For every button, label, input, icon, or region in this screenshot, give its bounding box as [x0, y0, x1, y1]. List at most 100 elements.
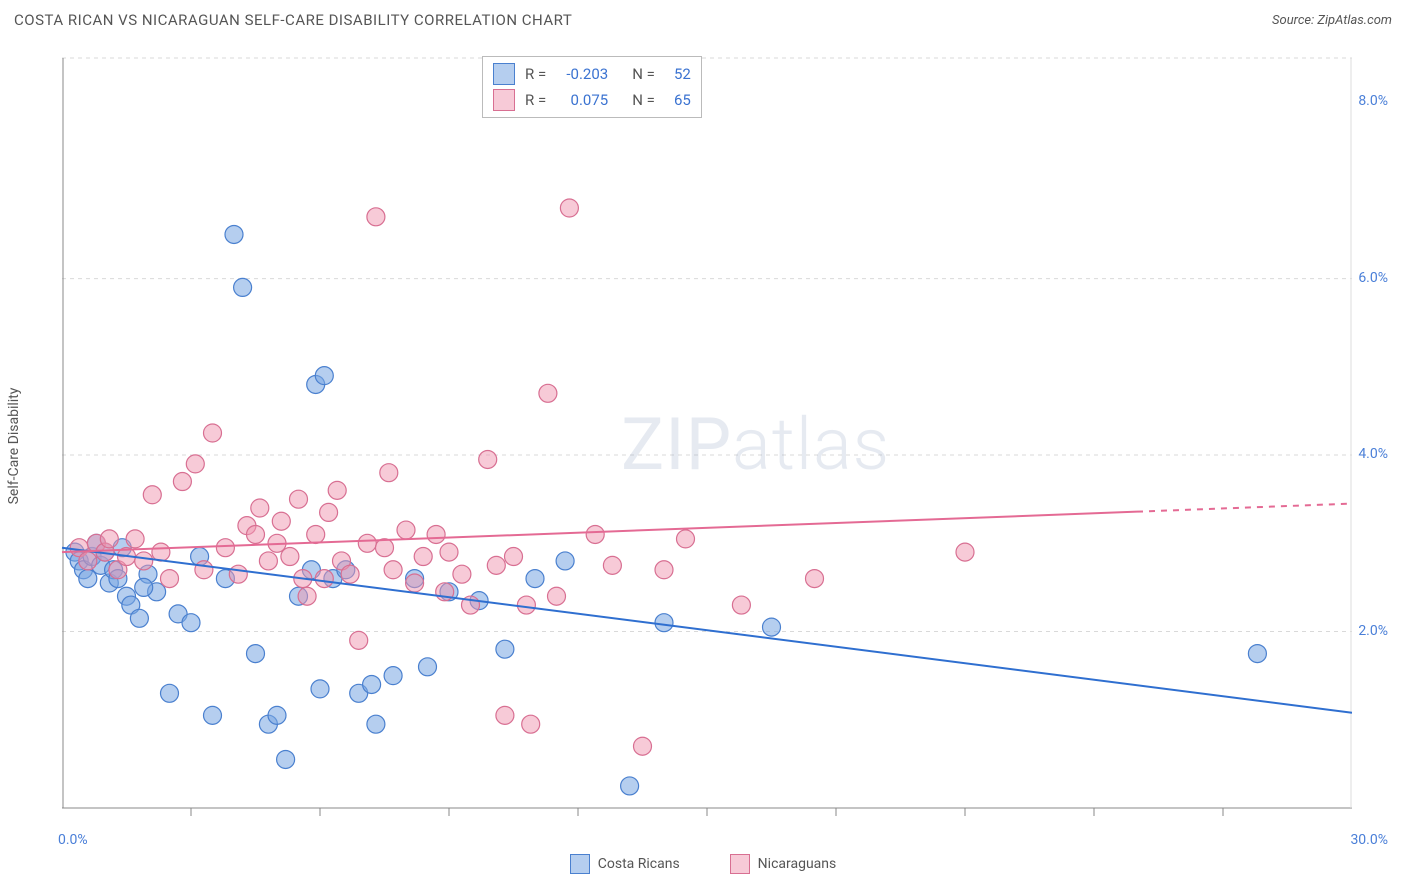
- trend-line-dashed: [1137, 504, 1352, 512]
- trend-line: [62, 512, 1137, 552]
- scatter-point: [272, 512, 290, 530]
- scatter-point: [363, 675, 381, 693]
- source-label: Source: ZipAtlas.com: [1272, 13, 1392, 28]
- plot-area: ZIPatlas R =-0.203N =52R =0.075N =65: [52, 48, 1352, 818]
- scatter-point: [135, 552, 153, 570]
- scatter-point: [186, 455, 204, 473]
- scatter-point: [268, 706, 286, 724]
- scatter-point: [195, 561, 213, 579]
- scatter-svg: [52, 48, 1352, 818]
- scatter-point: [216, 539, 234, 557]
- scatter-point: [380, 464, 398, 482]
- x-tick-label: 0.0%: [58, 832, 88, 848]
- legend-swatch: [570, 854, 590, 874]
- stat-r-label: R =: [525, 65, 546, 83]
- scatter-point: [367, 715, 385, 733]
- y-axis-label: Self-Care Disability: [6, 388, 22, 505]
- scatter-point: [603, 556, 621, 574]
- scatter-point: [496, 640, 514, 658]
- scatter-point: [453, 565, 471, 583]
- scatter-point: [251, 499, 269, 517]
- scatter-point: [376, 539, 394, 557]
- stat-swatch: [493, 63, 515, 85]
- scatter-point: [341, 565, 359, 583]
- trend-line: [62, 548, 1352, 713]
- scatter-point: [247, 525, 265, 543]
- scatter-point: [204, 706, 222, 724]
- scatter-point: [414, 548, 432, 566]
- scatter-point: [229, 565, 247, 583]
- scatter-point: [517, 596, 535, 614]
- scatter-point: [763, 618, 781, 636]
- scatter-point: [621, 777, 639, 795]
- stat-r-value: -0.203: [556, 65, 608, 83]
- scatter-point: [367, 208, 385, 226]
- scatter-point: [397, 521, 415, 539]
- scatter-point: [440, 543, 458, 561]
- stat-n-value: 52: [665, 65, 691, 83]
- scatter-point: [130, 609, 148, 627]
- scatter-point: [427, 525, 445, 543]
- stat-swatch: [493, 89, 515, 111]
- scatter-point: [655, 561, 673, 579]
- stat-n-label: N =: [632, 91, 655, 109]
- scatter-point: [135, 578, 153, 596]
- scatter-point: [479, 450, 497, 468]
- scatter-point: [1248, 645, 1266, 663]
- scatter-point: [548, 587, 566, 605]
- y-tick-label: 4.0%: [1358, 446, 1388, 462]
- scatter-point: [161, 684, 179, 702]
- chart-title: COSTA RICAN VS NICARAGUAN SELF-CARE DISA…: [14, 11, 572, 29]
- scatter-point: [586, 525, 604, 543]
- scatter-point: [320, 503, 338, 521]
- scatter-point: [634, 737, 652, 755]
- y-tick-label: 2.0%: [1358, 623, 1388, 639]
- scatter-point: [126, 530, 144, 548]
- stat-legend-row: R =0.075N =65: [493, 87, 691, 113]
- scatter-point: [277, 750, 295, 768]
- scatter-point: [315, 367, 333, 385]
- legend-item: Costa Ricans: [570, 854, 680, 874]
- scatter-point: [956, 543, 974, 561]
- scatter-point: [496, 706, 514, 724]
- stat-legend: R =-0.203N =52R =0.075N =65: [482, 56, 702, 118]
- x-tick-label: 30.0%: [1350, 832, 1388, 848]
- scatter-point: [806, 570, 824, 588]
- scatter-point: [419, 658, 437, 676]
- scatter-point: [143, 486, 161, 504]
- scatter-point: [732, 596, 750, 614]
- scatter-point: [406, 574, 424, 592]
- scatter-point: [182, 614, 200, 632]
- y-tick-label: 6.0%: [1358, 270, 1388, 286]
- scatter-point: [522, 715, 540, 733]
- scatter-point: [225, 225, 243, 243]
- scatter-point: [161, 570, 179, 588]
- scatter-point: [487, 556, 505, 574]
- legend-item: Nicaraguans: [730, 854, 837, 874]
- scatter-point: [556, 552, 574, 570]
- scatter-point: [290, 490, 308, 508]
- scatter-point: [505, 548, 523, 566]
- stat-legend-row: R = -0.203 N = 52: [493, 61, 691, 87]
- scatter-point: [384, 667, 402, 685]
- scatter-point: [152, 543, 170, 561]
- scatter-point: [560, 199, 578, 217]
- scatter-point: [281, 548, 299, 566]
- scatter-point: [79, 552, 97, 570]
- legend-label: Costa Ricans: [598, 856, 680, 872]
- scatter-point: [311, 680, 329, 698]
- scatter-point: [384, 561, 402, 579]
- stat-r-label: R =: [525, 91, 546, 109]
- stat-n-value: 65: [665, 91, 691, 109]
- scatter-point: [328, 481, 346, 499]
- scatter-point: [259, 552, 277, 570]
- scatter-point: [315, 570, 333, 588]
- y-tick-label: 8.0%: [1358, 93, 1388, 109]
- scatter-point: [539, 384, 557, 402]
- stat-n-label: N =: [632, 65, 655, 83]
- scatter-point: [234, 278, 252, 296]
- scatter-point: [350, 631, 368, 649]
- scatter-point: [247, 645, 265, 663]
- scatter-point: [204, 424, 222, 442]
- scatter-point: [100, 530, 118, 548]
